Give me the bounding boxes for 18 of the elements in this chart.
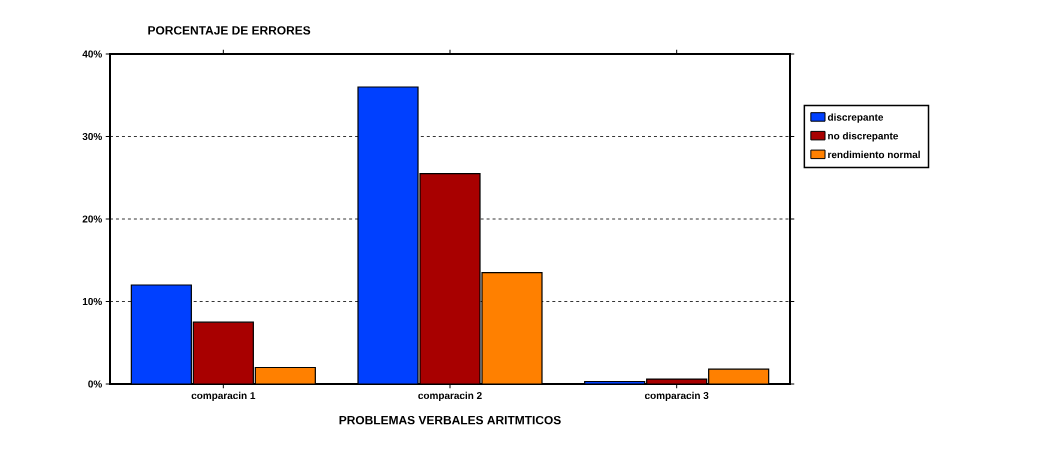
y-tick-label: 40% (82, 50, 102, 58)
x-tick-label: comparacin 2 (418, 391, 482, 402)
bar (481, 272, 543, 384)
bar (419, 173, 481, 384)
legend-label: rendimiento normal (828, 150, 920, 159)
chart-title: PORCENTAJE DE ERRORES (148, 26, 311, 35)
x-axis-title: PROBLEMAS VERBALES ARITMTICOS (339, 415, 561, 425)
bar (131, 285, 192, 384)
y-tick-label: 10% (82, 297, 102, 306)
y-tick-label: 20% (82, 215, 102, 223)
legend-label: discrepante (827, 113, 884, 123)
bar (193, 322, 254, 384)
y-tick-label: 30% (82, 132, 102, 141)
y-tick-label: 0% (88, 380, 102, 388)
legend-label: no discrepante (828, 132, 899, 142)
bar (357, 86, 419, 384)
x-tick-label: comparacin 3 (644, 391, 709, 402)
x-tick-label: comparacin 1 (191, 391, 256, 402)
